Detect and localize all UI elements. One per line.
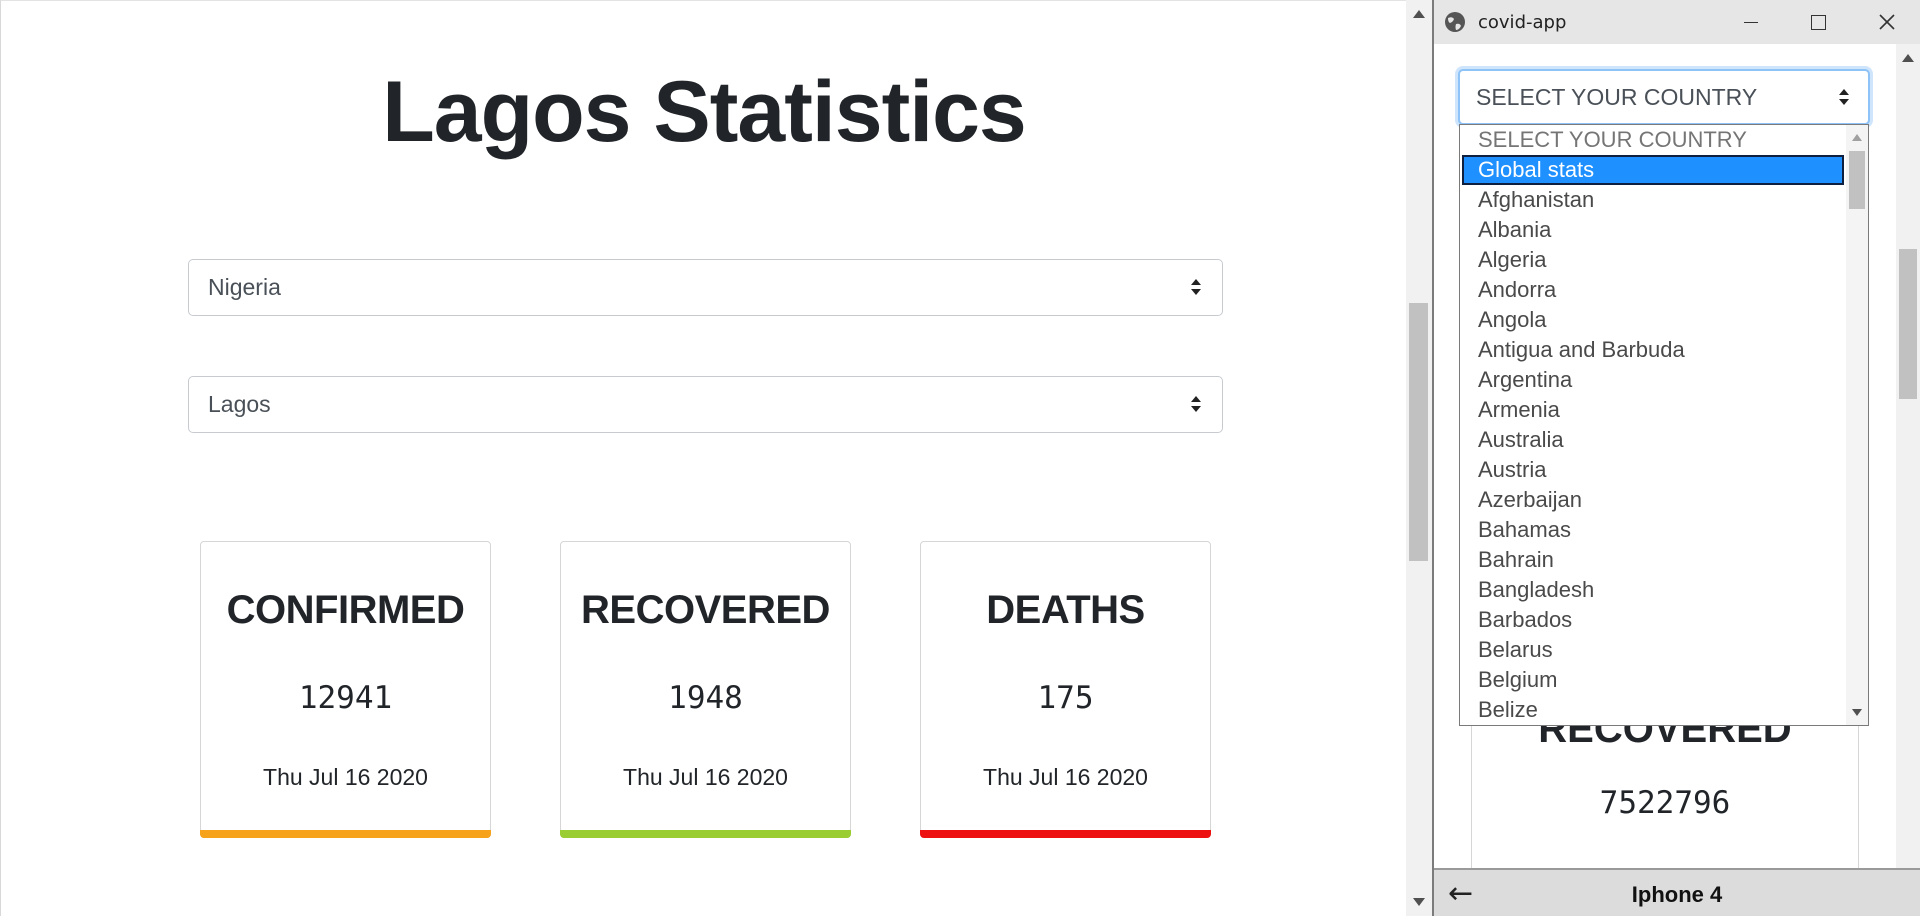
- card-title: CONFIRMED: [226, 588, 465, 632]
- device-viewport: SELECT YOUR COUNTRY RECOVERED 7522796 SE…: [1434, 44, 1896, 868]
- state-select[interactable]: Lagos: [188, 376, 1223, 433]
- close-icon: [1879, 14, 1895, 30]
- card-value: 175: [1037, 680, 1094, 716]
- device-scrollbar[interactable]: [1896, 44, 1920, 868]
- scrollbar-thumb[interactable]: [1409, 303, 1428, 561]
- dropdown-option[interactable]: Armenia: [1478, 397, 1560, 422]
- dropdown-option[interactable]: Belarus: [1478, 637, 1553, 662]
- recovered-card: RECOVERED 1948 Thu Jul 16 2020: [560, 541, 851, 838]
- select-arrows-icon: [1191, 279, 1201, 295]
- dropdown-option[interactable]: Belize: [1478, 697, 1538, 722]
- dropdown-option[interactable]: Andorra: [1478, 277, 1557, 302]
- dropdown-option[interactable]: Australia: [1478, 427, 1564, 452]
- card-title: DEATHS: [986, 588, 1145, 632]
- minimize-icon: [1744, 22, 1758, 23]
- dropdown-option[interactable]: Barbados: [1478, 607, 1573, 632]
- dropdown-option[interactable]: Afghanistan: [1478, 187, 1595, 212]
- select-arrows-icon: [1839, 89, 1849, 105]
- scrollbar-thumb[interactable]: [1849, 151, 1865, 209]
- scroll-down-arrow-icon[interactable]: [1852, 709, 1862, 716]
- dropdown-option[interactable]: Global stats: [1462, 155, 1844, 185]
- window-title: covid-app: [1478, 12, 1567, 33]
- globe-icon: [1445, 12, 1465, 32]
- scroll-up-arrow-icon[interactable]: [1852, 134, 1862, 141]
- country-select[interactable]: Nigeria: [188, 259, 1223, 316]
- device-country-select[interactable]: SELECT YOUR COUNTRY: [1458, 69, 1870, 125]
- card-date: Thu Jul 16 2020: [263, 764, 428, 790]
- card-value: 12941: [298, 680, 393, 716]
- dropdown-option[interactable]: Azerbaijan: [1478, 487, 1582, 512]
- scroll-up-arrow-icon[interactable]: [1902, 54, 1914, 62]
- dropdown-option[interactable]: Bahrain: [1478, 547, 1554, 572]
- device-name-label: Iphone 4: [1631, 882, 1723, 907]
- page-title: Lagos Statistics: [382, 64, 1027, 160]
- dropdown-option[interactable]: SELECT YOUR COUNTRY: [1478, 127, 1747, 152]
- card-color-bar: [920, 830, 1211, 838]
- dropdown-option[interactable]: Belgium: [1478, 667, 1558, 692]
- select-arrows-icon: [1191, 396, 1201, 412]
- card-value: 7522796: [1599, 785, 1731, 821]
- dropdown-option[interactable]: Algeria: [1478, 247, 1547, 272]
- card-title: RECOVERED: [581, 588, 830, 632]
- maximize-button[interactable]: [1784, 0, 1852, 44]
- card-date: Thu Jul 16 2020: [983, 764, 1148, 790]
- dropdown-option[interactable]: Albania: [1478, 217, 1552, 242]
- country-select-value: Nigeria: [208, 274, 281, 300]
- main-page: Lagos Statistics Nigeria Lagos CONFIRMED…: [0, 0, 1406, 916]
- card-value: 1948: [668, 680, 743, 716]
- state-select-value: Lagos: [208, 391, 271, 417]
- device-country-select-value: SELECT YOUR COUNTRY: [1476, 84, 1758, 110]
- scroll-down-arrow-icon[interactable]: [1413, 898, 1425, 906]
- device-bottom-bar: ← Iphone 4: [1434, 868, 1920, 916]
- maximize-icon: [1811, 15, 1826, 30]
- dropdown-option[interactable]: Austria: [1478, 457, 1547, 482]
- window-titlebar: covid-app: [1434, 0, 1920, 44]
- main-scrollbar[interactable]: [1406, 0, 1432, 916]
- deaths-card: DEATHS 175 Thu Jul 16 2020: [920, 541, 1211, 838]
- card-date: Thu Jul 16 2020: [623, 764, 788, 790]
- card-color-bar: [200, 830, 491, 838]
- device-emulator-window: covid-app SELECT YOUR COUNTRY RECOVERED …: [1432, 0, 1920, 916]
- scroll-up-arrow-icon[interactable]: [1413, 10, 1425, 18]
- dropdown-option[interactable]: Bahamas: [1478, 517, 1571, 542]
- dropdown-scrollbar[interactable]: [1846, 125, 1868, 725]
- confirmed-card: CONFIRMED 12941 Thu Jul 16 2020: [200, 541, 491, 838]
- dropdown-option[interactable]: Bangladesh: [1478, 577, 1595, 602]
- back-arrow-icon[interactable]: ←: [1448, 876, 1474, 911]
- dropdown-option[interactable]: Argentina: [1478, 367, 1573, 392]
- dropdown-option[interactable]: Angola: [1478, 307, 1547, 332]
- dropdown-option[interactable]: Antigua and Barbuda: [1478, 337, 1685, 362]
- card-color-bar: [560, 830, 851, 838]
- close-button[interactable]: [1852, 0, 1920, 44]
- country-dropdown-list[interactable]: SELECT YOUR COUNTRY Global stats Afghanist…: [1459, 124, 1869, 726]
- scrollbar-thumb[interactable]: [1899, 249, 1917, 399]
- minimize-button[interactable]: [1716, 0, 1784, 44]
